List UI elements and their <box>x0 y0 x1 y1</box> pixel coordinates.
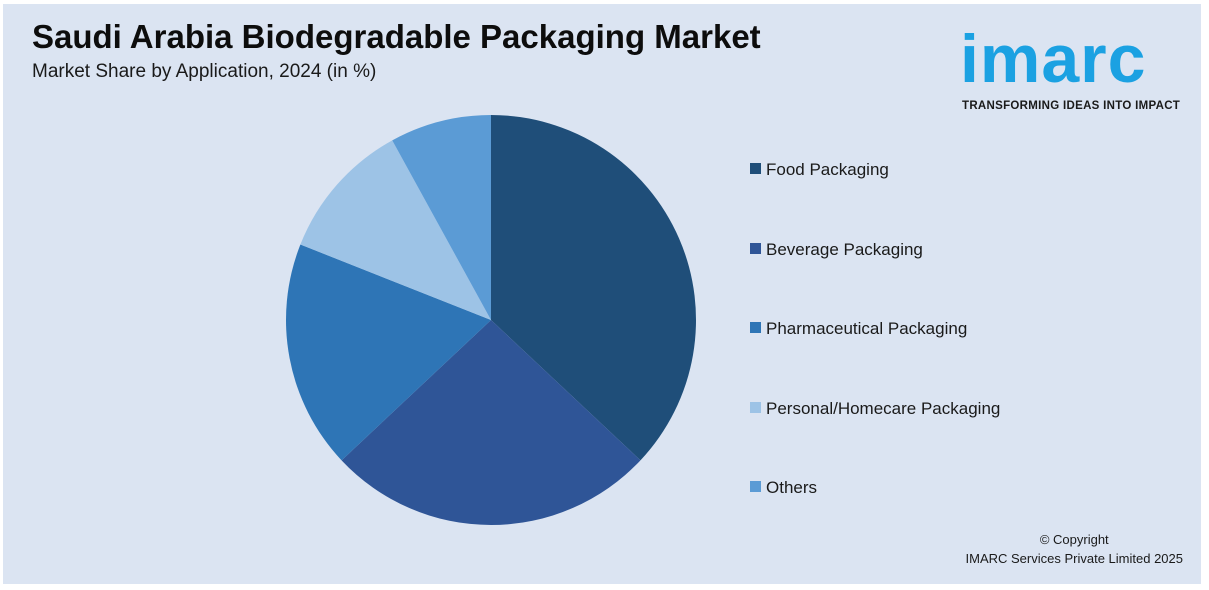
legend-label: Beverage Packaging <box>766 239 923 259</box>
legend-label: Personal/Homecare Packaging <box>766 398 1001 418</box>
legend-item: Personal/Homecare Packaging <box>750 399 1000 419</box>
legend-swatch <box>750 242 761 254</box>
imarc-logo: imarc TRANSFORMING IDEAS INTO IMPACT <box>960 16 1192 116</box>
legend-swatch <box>750 401 761 413</box>
legend-label: Food Packaging <box>766 160 889 179</box>
legend-item: Beverage Packaging <box>750 240 923 260</box>
pie-slice-pharmaceutical-packaging <box>286 244 491 461</box>
logo-tagline: TRANSFORMING IDEAS INTO IMPACT <box>962 100 1181 112</box>
pie-slice-food-packaging <box>491 115 696 461</box>
legend-swatch <box>750 163 761 174</box>
legend-swatch <box>750 481 761 492</box>
pie-slice-others <box>392 115 491 320</box>
legend-item: Pharmaceutical Packaging <box>750 319 967 339</box>
legend-item: Food Packaging <box>750 160 889 180</box>
copyright-notice: © Copyright IMARC Services Private Limit… <box>966 530 1183 568</box>
copyright-line-1: © Copyright <box>1039 532 1109 547</box>
legend-item: Others <box>750 478 817 498</box>
legend-label: Others <box>766 478 818 497</box>
legend-swatch <box>750 322 761 333</box>
chart-subtitle: Market Share by Application, 2024 (in %) <box>32 61 377 82</box>
copyright-line-2: IMARC Services Private Limited 2025 <box>965 551 1183 566</box>
pie-slice-personal-homecare-packaging <box>300 140 491 320</box>
legend-label: Pharmaceutical Packaging <box>766 319 968 338</box>
pie-slice-beverage-packaging <box>341 320 641 525</box>
chart-title: Saudi Arabia Biodegradable Packaging Mar… <box>32 18 761 55</box>
logo-wordmark: imarc <box>960 21 1147 97</box>
